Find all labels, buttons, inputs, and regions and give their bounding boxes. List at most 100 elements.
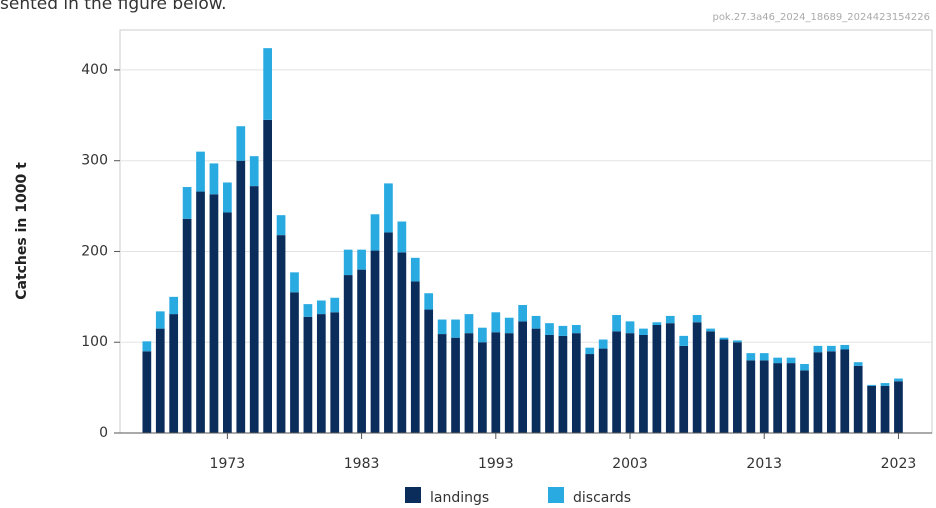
bar-segment	[276, 215, 286, 236]
bar-segment	[263, 119, 272, 434]
legend-label: landings	[430, 490, 489, 506]
bar-segment	[733, 340, 742, 343]
bar-segment	[424, 309, 434, 433]
bar-segment	[437, 334, 447, 433]
bar-segment	[357, 269, 366, 433]
bar-segment	[464, 314, 474, 334]
bar-segment	[679, 345, 689, 433]
bar-segment	[343, 249, 353, 276]
bar-segment	[316, 314, 326, 433]
bar-segment	[196, 191, 205, 433]
bar-segment	[343, 275, 353, 433]
bar-segment	[303, 304, 313, 317]
bar-segment	[370, 214, 380, 251]
bar-segment	[397, 252, 407, 433]
bar-segment	[894, 378, 903, 382]
bar-segment	[826, 345, 836, 352]
bar-segment	[531, 328, 541, 433]
bar-segment	[813, 352, 823, 433]
bar-segment	[639, 334, 648, 433]
bar-segment	[558, 335, 568, 433]
bar-segment	[759, 360, 769, 433]
bar-segment	[585, 354, 595, 433]
bar-segment	[571, 324, 581, 334]
bar-segment	[585, 347, 595, 355]
bar-segment	[263, 48, 272, 120]
bar-segment	[867, 385, 876, 433]
bar-segment	[813, 345, 823, 353]
bar-segment	[558, 325, 568, 336]
bar-segment	[880, 383, 890, 386]
bar-segment	[571, 333, 581, 433]
bar-segment	[478, 342, 487, 433]
bar-segment	[612, 331, 621, 433]
bar-segment	[826, 351, 836, 433]
x-tick-label: 1993	[478, 456, 514, 472]
bar-segment	[706, 331, 715, 433]
bar-segment	[665, 315, 675, 324]
bar-segment	[612, 315, 621, 332]
bar-segment	[692, 315, 702, 323]
bar-segment	[290, 292, 299, 433]
bar-segment	[800, 364, 809, 371]
bar-segment	[679, 335, 689, 346]
bar-segment	[424, 293, 434, 310]
bar-segment	[236, 126, 246, 161]
bar-segment	[410, 281, 420, 433]
watermark: pok.27.3a46_2024_18689_2024423154226	[712, 12, 930, 23]
bar-segment	[746, 360, 756, 433]
bar-segment	[491, 332, 501, 433]
bar-segment	[451, 319, 460, 338]
legend-swatch	[405, 487, 421, 503]
bar-segment	[290, 272, 299, 293]
bar-segment	[384, 232, 393, 433]
x-tick-label: 2013	[746, 456, 782, 472]
bar-segment	[786, 363, 796, 433]
caption-fragment: sented in the figure below.	[0, 0, 227, 14]
bar-segment	[625, 333, 635, 433]
bar-segment	[478, 327, 487, 343]
x-tick-label: 1983	[344, 456, 380, 472]
bar-segment	[719, 337, 729, 340]
y-tick-label: 300	[81, 153, 108, 169]
bar-segment	[665, 323, 675, 433]
bar-segment	[155, 311, 165, 329]
bar-segment	[545, 323, 554, 335]
bar-segment	[330, 312, 340, 433]
bar-segment	[236, 160, 246, 433]
bar-segment	[370, 250, 380, 433]
bar-segment	[316, 300, 326, 315]
legend-swatch	[548, 487, 564, 503]
bar-segment	[209, 163, 219, 195]
bar-segment	[437, 319, 447, 335]
bar-segment	[531, 315, 541, 329]
bar-segment	[773, 363, 783, 433]
bar-segment	[773, 357, 783, 364]
bar-segment	[303, 316, 313, 433]
bar-segment	[598, 348, 608, 433]
bar-segment	[504, 317, 514, 334]
bar-segment	[142, 351, 152, 433]
bar-segment	[223, 212, 232, 433]
bar-segment	[491, 312, 501, 333]
bar-segment	[384, 183, 393, 233]
bar-segment	[639, 328, 648, 335]
bar-segment	[276, 235, 286, 433]
bar-segment	[894, 381, 903, 433]
bar-segment	[223, 182, 232, 213]
bar-segment	[397, 221, 407, 253]
bar-segment	[853, 365, 863, 433]
bar-segment	[652, 324, 662, 433]
bar-segment	[746, 353, 756, 361]
y-tick-label: 400	[81, 62, 108, 78]
bar-segment	[706, 328, 715, 332]
bar-segment	[504, 333, 514, 433]
bar-segment	[518, 321, 528, 433]
bar-segment	[196, 151, 205, 192]
y-tick-label: 100	[81, 334, 108, 350]
bar-segment	[410, 257, 420, 282]
bar-segment	[625, 321, 635, 334]
bar-segment	[800, 370, 809, 433]
bar-segment	[464, 333, 474, 433]
bar-segment	[209, 194, 219, 433]
